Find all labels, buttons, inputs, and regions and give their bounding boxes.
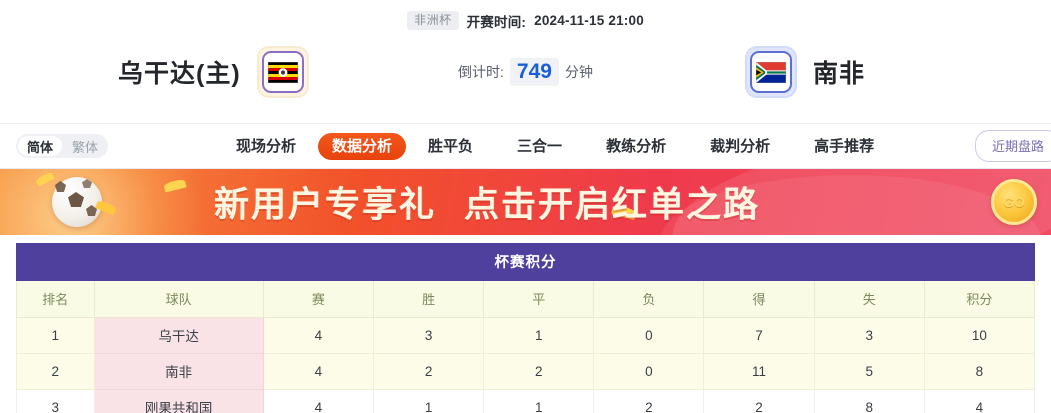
cell-team[interactable]: 刚果共和国 bbox=[93, 389, 264, 413]
col-header-draw: 平 bbox=[483, 281, 595, 318]
cell-draw: 1 bbox=[483, 389, 595, 413]
cell-win: 1 bbox=[372, 389, 485, 413]
col-header-win: 胜 bbox=[372, 281, 485, 318]
banner-text-part2: 点击开启红单之路 bbox=[464, 185, 761, 225]
away-team-name: 南非 bbox=[813, 60, 866, 88]
cell-rank: 3 bbox=[16, 389, 95, 413]
col-header-gf: 得 bbox=[703, 281, 815, 318]
cell-rank: 1 bbox=[16, 317, 95, 354]
cell-points: 10 bbox=[923, 317, 1036, 354]
cell-loss: 0 bbox=[593, 353, 705, 390]
tab-data-analysis[interactable]: 数据分析 bbox=[318, 133, 407, 160]
teams-row: 乌干达(主) bbox=[0, 30, 1051, 114]
cell-rank: 2 bbox=[16, 353, 95, 390]
tab-expert-picks[interactable]: 高手推荐 bbox=[814, 138, 875, 155]
cell-ga: 8 bbox=[813, 389, 925, 413]
col-header-points: 积分 bbox=[923, 281, 1036, 318]
cell-loss: 2 bbox=[593, 389, 705, 413]
tab-coach-analysis[interactable]: 教练分析 bbox=[606, 138, 667, 155]
cell-ga: 5 bbox=[813, 353, 925, 390]
cell-draw: 1 bbox=[483, 317, 595, 354]
col-header-rank: 排名 bbox=[16, 281, 95, 318]
home-team[interactable]: 乌干达(主) bbox=[118, 46, 309, 98]
standings-title: 杯赛积分 bbox=[16, 243, 1035, 281]
recent-odds-button[interactable]: 近期盘路 bbox=[974, 130, 1051, 162]
standings-section: 杯赛积分 排名 球队 赛 胜 平 负 得 失 积分 bbox=[0, 235, 1051, 413]
cell-gf: 2 bbox=[703, 389, 815, 413]
banner-glow bbox=[0, 169, 230, 235]
standings-table: 排名 球队 赛 胜 平 负 得 失 积分 1 乌干达 4 3 1 bbox=[16, 281, 1036, 413]
cell-points: 8 bbox=[923, 353, 1036, 390]
analysis-navbar: 简体 繁体 现场分析 数据分析 胜平负 三合一 教练分析 裁判分析 高手推荐 近… bbox=[0, 124, 1051, 169]
countdown-label: 倒计时: bbox=[458, 63, 504, 80]
promo-banner[interactable]: 新用户专享礼 点击开启红单之路 GO bbox=[0, 169, 1051, 235]
cell-played: 4 bbox=[262, 389, 375, 413]
cell-ga: 3 bbox=[813, 317, 925, 354]
away-team[interactable]: 南非 bbox=[745, 46, 865, 98]
cell-draw: 2 bbox=[483, 353, 595, 390]
language-toggle[interactable]: 简体 繁体 bbox=[16, 134, 109, 158]
cell-gf: 11 bbox=[703, 353, 815, 390]
lang-option-traditional[interactable]: 繁体 bbox=[72, 139, 99, 155]
tab-three-in-one[interactable]: 三合一 bbox=[517, 138, 563, 155]
cell-win: 3 bbox=[372, 317, 485, 354]
go-label: GO bbox=[1003, 194, 1025, 210]
cell-win: 2 bbox=[372, 353, 485, 390]
cell-team[interactable]: 南非 bbox=[93, 353, 264, 390]
kickoff-time: 2024-11-15 21:00 bbox=[534, 13, 644, 28]
uganda-flag-icon bbox=[256, 46, 309, 98]
countdown-unit: 分钟 bbox=[564, 63, 593, 80]
cell-team[interactable]: 乌干达 bbox=[93, 317, 264, 354]
table-row[interactable]: 2 南非 4 2 2 0 11 5 8 bbox=[16, 353, 1036, 390]
cell-points: 4 bbox=[923, 389, 1036, 413]
tab-referee-analysis[interactable]: 裁判分析 bbox=[710, 138, 771, 155]
soccer-ball-icon bbox=[52, 177, 102, 227]
tab-win-draw-loss[interactable]: 胜平负 bbox=[428, 138, 474, 155]
gold-coin-go-icon[interactable]: GO bbox=[991, 179, 1037, 225]
banner-text-part1: 新用户专享礼 bbox=[214, 185, 437, 225]
table-row[interactable]: 3 刚果共和国 4 1 1 2 2 8 4 bbox=[16, 389, 1036, 413]
lang-option-simplified[interactable]: 简体 bbox=[18, 136, 63, 156]
tab-live-analysis[interactable]: 现场分析 bbox=[236, 138, 297, 155]
nav-items: 现场分析 数据分析 胜平负 三合一 教练分析 裁判分析 高手推荐 bbox=[214, 124, 896, 169]
cell-played: 4 bbox=[262, 317, 375, 354]
match-header: 非洲杯 开赛时间: 2024-11-15 21:00 乌干达(主) bbox=[0, 0, 1051, 124]
countdown-value: 749 bbox=[509, 57, 559, 87]
league-badge: 非洲杯 bbox=[407, 11, 459, 30]
col-header-team: 球队 bbox=[93, 281, 264, 318]
cell-loss: 0 bbox=[593, 317, 705, 354]
cell-played: 4 bbox=[262, 353, 375, 390]
match-meta-row: 非洲杯 开赛时间: 2024-11-15 21:00 bbox=[0, 0, 1051, 30]
cell-gf: 7 bbox=[703, 317, 815, 354]
south-africa-flag-icon bbox=[745, 46, 797, 98]
table-header-row: 排名 球队 赛 胜 平 负 得 失 积分 bbox=[16, 281, 1036, 318]
table-row[interactable]: 1 乌干达 4 3 1 0 7 3 10 bbox=[16, 317, 1036, 354]
banner-text: 新用户专享礼 点击开启红单之路 bbox=[214, 177, 760, 228]
col-header-played: 赛 bbox=[262, 281, 375, 318]
kickoff-label: 开赛时间: bbox=[466, 14, 527, 30]
home-team-name: 乌干达(主) bbox=[118, 60, 241, 88]
col-header-ga: 失 bbox=[813, 281, 925, 318]
col-header-loss: 负 bbox=[593, 281, 705, 318]
